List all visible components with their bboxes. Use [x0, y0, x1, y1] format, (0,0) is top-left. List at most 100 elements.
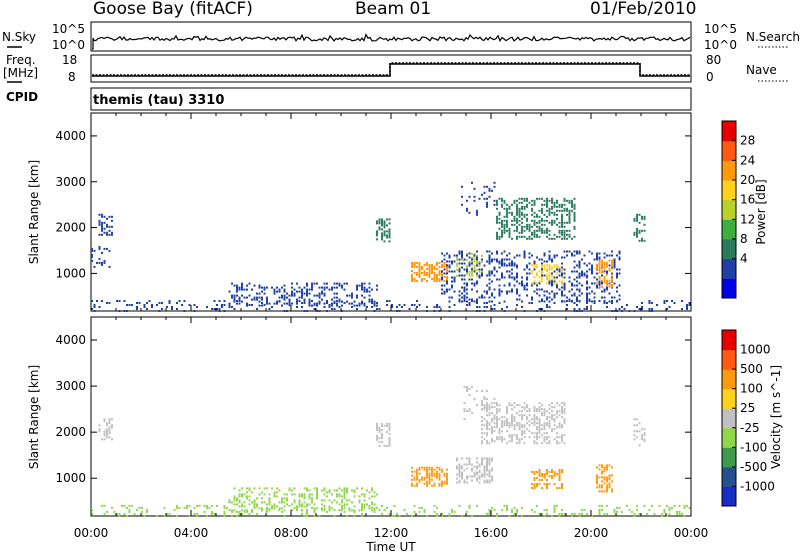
scatter-cell	[486, 260, 488, 263]
scatter-cell	[461, 477, 463, 480]
scatter-cell	[468, 475, 471, 478]
scatter-cell	[561, 471, 563, 473]
scatter-cell	[488, 512, 491, 515]
scatter-cell	[478, 296, 481, 299]
scatter-cell	[353, 505, 356, 508]
scatter-cell	[603, 288, 606, 291]
scatter-cell	[93, 249, 96, 252]
scatter-cell	[578, 272, 581, 275]
scatter-cell	[531, 298, 533, 301]
scatter-cell	[486, 390, 488, 393]
scatter-cell	[501, 219, 503, 222]
scatter-cell	[326, 310, 328, 312]
scatter-cell	[388, 512, 391, 515]
scatter-cell	[491, 308, 493, 310]
scatter-cell	[488, 481, 491, 484]
scatter-cell	[228, 302, 231, 305]
colorbar-segment	[722, 140, 736, 161]
scatter-cell	[248, 304, 251, 306]
scatter-cell	[611, 300, 613, 302]
scatter-cell	[258, 304, 261, 307]
scatter-cell	[496, 514, 498, 517]
scatter-cell	[478, 268, 481, 271]
scatter-cell	[666, 514, 668, 517]
scatter-cell	[491, 280, 493, 283]
scatter-cell	[108, 265, 111, 268]
scatter-cell	[331, 507, 333, 510]
scatter-cell	[516, 510, 518, 513]
scatter-cell	[498, 288, 501, 291]
scatter-cell	[563, 294, 566, 297]
mhz-label: [MHz]	[3, 66, 39, 80]
scatter-cell	[476, 404, 478, 407]
scatter-cell	[533, 215, 536, 218]
scatter-cell	[558, 221, 561, 224]
scatter-cell	[448, 288, 451, 291]
scatter-cell	[521, 300, 523, 303]
scatter-cell	[568, 201, 571, 204]
scatter-cell	[326, 302, 328, 304]
scatter-cell	[608, 267, 611, 270]
scatter-cell	[491, 475, 493, 478]
scatter-cell	[461, 195, 463, 198]
scatter-cell	[493, 418, 496, 421]
scatter-cell	[456, 254, 458, 257]
scatter-cell	[608, 300, 611, 303]
scatter-cell	[636, 306, 638, 308]
scatter-cell	[111, 219, 113, 222]
scatter-cell	[341, 286, 343, 289]
scatter-cell	[563, 288, 566, 291]
scatter-cell	[593, 258, 596, 261]
scatter-cell	[548, 258, 551, 261]
scatter-cell	[551, 280, 553, 283]
scatter-cell	[506, 290, 508, 293]
scatter-cell	[651, 310, 653, 312]
scatter-cell	[498, 211, 501, 214]
scatter-cell	[473, 252, 476, 255]
scatter-cell	[606, 273, 608, 276]
scatter-cell	[503, 438, 506, 441]
scatter-cell	[358, 284, 361, 287]
scatter-cell	[601, 504, 603, 507]
scatter-cell	[496, 424, 498, 427]
scatter-cell	[546, 282, 548, 285]
scatter-cell	[568, 276, 571, 279]
scatter-cell	[478, 260, 481, 263]
scatter-cell	[523, 229, 526, 232]
scatter-cell	[426, 476, 428, 479]
scatter-cell	[556, 504, 558, 507]
scatter-cell	[596, 480, 598, 483]
scatter-cell	[446, 252, 448, 255]
scatter-cell	[296, 282, 298, 285]
scatter-cell	[633, 424, 636, 427]
scatter-cell	[361, 302, 363, 305]
scatter-cell	[488, 412, 491, 415]
scatter-cell	[306, 487, 308, 490]
colorbar-tick-label: -25	[740, 421, 760, 435]
scatter-cell	[356, 304, 358, 307]
power-scatter	[91, 181, 691, 312]
scatter-cell	[636, 424, 638, 427]
scatter-cell	[586, 292, 588, 295]
y-tick-label: 2000	[55, 425, 86, 439]
scatter-cell	[381, 428, 383, 431]
colorbar-tick-label: 12	[740, 212, 755, 226]
scatter-cell	[636, 215, 638, 218]
scatter-cell	[593, 292, 596, 295]
scatter-cell	[446, 266, 448, 268]
scatter-cell	[458, 469, 461, 472]
scatter-cell	[481, 428, 483, 431]
scatter-cell	[103, 438, 106, 441]
scatter-cell	[471, 181, 473, 184]
scatter-cell	[546, 227, 548, 230]
scatter-cell	[613, 262, 616, 265]
scatter-cell	[321, 298, 323, 301]
scatter-cell	[108, 422, 111, 425]
scatter-cell	[363, 495, 366, 498]
scatter-cell	[413, 266, 416, 268]
scatter-cell	[548, 300, 551, 303]
scatter-cell	[381, 236, 383, 239]
scatter-cell	[511, 290, 513, 293]
scatter-cell	[536, 233, 538, 236]
